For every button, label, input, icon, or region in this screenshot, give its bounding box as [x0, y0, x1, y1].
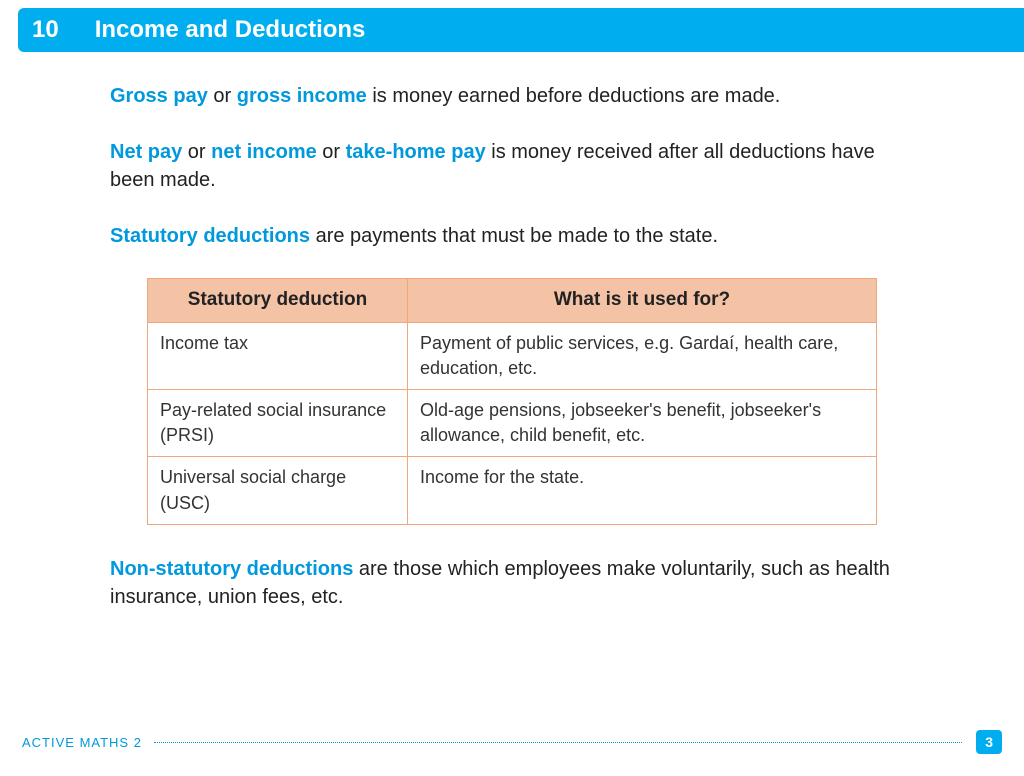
- term-take-home-pay: take-home pay: [346, 141, 486, 163]
- text: or: [317, 141, 346, 163]
- cell-use: Income for the state.: [408, 457, 877, 524]
- deductions-table: Statutory deduction What is it used for?…: [147, 278, 877, 525]
- page-title: Income and Deductions: [67, 8, 1024, 52]
- term-gross-pay: Gross pay: [110, 85, 208, 107]
- footer-book-title: ACTIVE MATHS 2: [22, 735, 142, 750]
- term-non-statutory: Non-statutory deductions: [110, 558, 353, 580]
- header-bar: 10 Income and Deductions: [0, 8, 1024, 52]
- text: is money earned before deductions are ma…: [367, 85, 781, 107]
- cell-deduction: Universal social charge (USC): [148, 457, 408, 524]
- content-area: Gross pay or gross income is money earne…: [0, 52, 1024, 611]
- table-row: Income tax Payment of public services, e…: [148, 322, 877, 389]
- table-row: Pay-related social insurance (PRSI) Old-…: [148, 389, 877, 456]
- cell-use: Old-age pensions, jobseeker's benefit, j…: [408, 389, 877, 456]
- footer-divider-line: [154, 742, 962, 743]
- paragraph-non-statutory: Non-statutory deductions are those which…: [110, 555, 914, 611]
- paragraph-net-pay: Net pay or net income or take-home pay i…: [110, 138, 914, 194]
- table-row: Universal social charge (USC) Income for…: [148, 457, 877, 524]
- text: or: [182, 141, 211, 163]
- cell-deduction: Income tax: [148, 322, 408, 389]
- col-header-use: What is it used for?: [408, 279, 877, 323]
- footer: ACTIVE MATHS 2 3: [0, 730, 1024, 754]
- cell-use: Payment of public services, e.g. Gardaí,…: [408, 322, 877, 389]
- chapter-number-badge: 10: [18, 8, 73, 52]
- paragraph-gross-pay: Gross pay or gross income is money earne…: [110, 82, 914, 110]
- text: or: [208, 85, 237, 107]
- term-statutory-deductions: Statutory deductions: [110, 225, 310, 247]
- text: are payments that must be made to the st…: [310, 225, 718, 247]
- term-net-pay: Net pay: [110, 141, 182, 163]
- cell-deduction: Pay-related social insurance (PRSI): [148, 389, 408, 456]
- table-header-row: Statutory deduction What is it used for?: [148, 279, 877, 323]
- paragraph-statutory: Statutory deductions are payments that m…: [110, 222, 914, 250]
- page-number-badge: 3: [976, 730, 1002, 754]
- term-gross-income: gross income: [237, 85, 367, 107]
- col-header-deduction: Statutory deduction: [148, 279, 408, 323]
- term-net-income: net income: [211, 141, 317, 163]
